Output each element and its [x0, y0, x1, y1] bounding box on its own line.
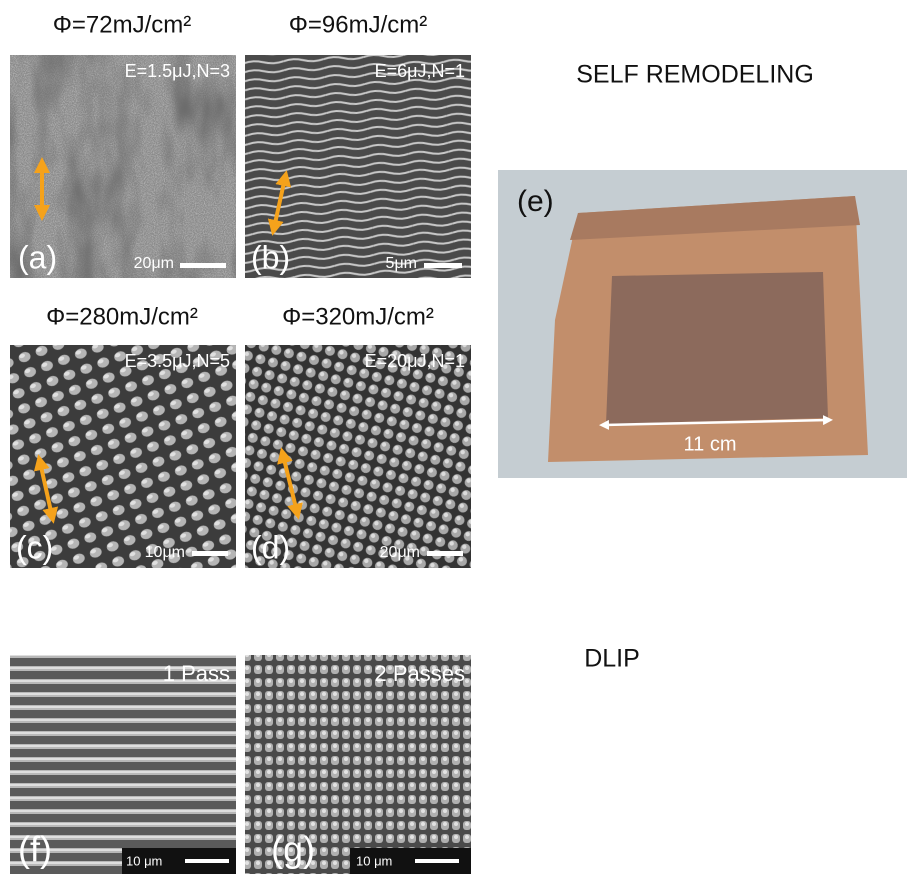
scale-bar — [192, 551, 228, 556]
panel-label: (a) — [18, 239, 57, 275]
panel-label: (e) — [517, 185, 554, 218]
scale-text: 10 μm — [126, 853, 162, 868]
panel: E=1.5μJ,N=3 (a) 20μm — [10, 55, 236, 278]
section-title: SELF REMODELING — [576, 61, 814, 89]
annotation: E=1.5μJ,N=3 — [125, 61, 230, 81]
panel: 1 Pass (f) 10 μm — [10, 655, 236, 874]
panel: 2 Passes (g) 10 μm — [245, 655, 471, 874]
panel: E=20μJ,N=1 (d) 20μm — [245, 345, 471, 568]
panel: E=3.5μJ,N=5 (c) 10μm — [10, 345, 236, 568]
scale-bar — [424, 263, 462, 268]
annotation: E=3.5μJ,N=5 — [125, 351, 230, 371]
panel-label: (b) — [251, 239, 290, 275]
scale-text: 10 μm — [356, 853, 392, 868]
scale-bar — [427, 551, 463, 556]
treated-area — [606, 272, 828, 424]
panel: E=6μJ,N=1 (b) 5μm — [245, 55, 471, 278]
panel-label: (c) — [16, 529, 53, 565]
polarization-arrow — [267, 170, 292, 236]
dimension-label: 11 cm — [684, 433, 737, 455]
scale-text: 20μm — [134, 255, 174, 272]
fluence-label: Φ=96mJ/cm² — [289, 11, 428, 38]
scale-bar — [180, 263, 226, 268]
annotation: 1 Pass — [163, 661, 230, 686]
annotation: E=6μJ,N=1 — [375, 61, 465, 81]
scale-bar — [185, 859, 229, 863]
photo: 11 cm (e) — [498, 170, 907, 478]
polarization-arrow — [33, 454, 59, 524]
panel-label: (f) — [18, 829, 52, 870]
section-title: DLIP — [584, 645, 640, 673]
panel-label: (d) — [251, 529, 290, 565]
scale-text: 5μm — [386, 255, 417, 272]
annotation: 2 Passes — [375, 661, 466, 686]
sem-image — [245, 55, 471, 278]
dimension-arrow — [599, 415, 833, 430]
sem-image — [10, 655, 236, 874]
polarization-arrow — [277, 447, 303, 520]
scale-bar — [415, 859, 459, 863]
annotation: E=20μJ,N=1 — [365, 351, 465, 371]
sem-image — [245, 655, 471, 874]
fluence-label: Φ=320mJ/cm² — [282, 303, 434, 330]
scale-text: 10μm — [145, 544, 185, 561]
scale-text: 20μm — [380, 544, 420, 561]
fluence-label: Φ=72mJ/cm² — [53, 11, 192, 38]
fluence-label: Φ=280mJ/cm² — [46, 303, 198, 330]
panel-label: (g) — [271, 829, 315, 870]
